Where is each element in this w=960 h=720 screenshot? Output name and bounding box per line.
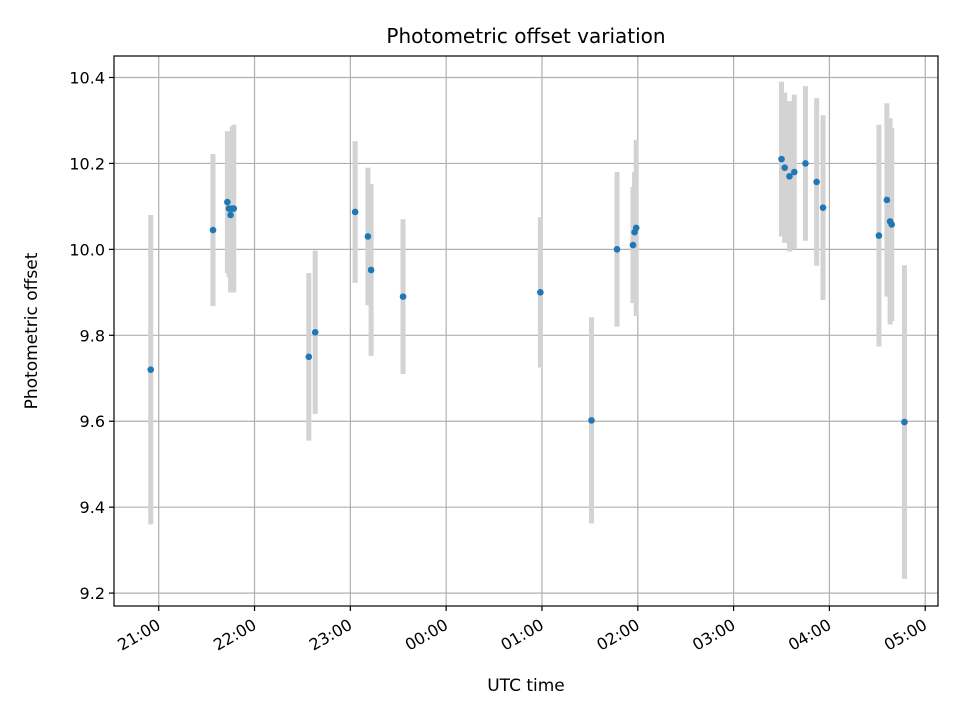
data-point — [778, 155, 785, 163]
data-point — [367, 266, 375, 274]
data-point — [227, 211, 234, 219]
data-point — [311, 328, 319, 336]
y-ticks: 9.2 9.4 9.6 9.8 10.0 10.2 10.4 — [69, 68, 114, 603]
chart-title: Photometric offset variation — [386, 24, 665, 48]
data-point — [901, 418, 908, 426]
y-tick-label: 9.2 — [80, 584, 105, 603]
data-point — [629, 241, 637, 249]
data-point — [802, 160, 809, 167]
y-tick-label: 9.6 — [80, 412, 105, 431]
y-tick-label: 9.8 — [80, 326, 105, 345]
y-tick-label: 9.4 — [80, 498, 105, 517]
data-point — [399, 293, 407, 300]
data-point — [819, 204, 827, 211]
data-point — [883, 196, 891, 204]
data-point — [209, 226, 217, 234]
data-point — [813, 178, 820, 186]
data-point — [781, 164, 788, 172]
data-point — [305, 353, 313, 361]
data-point — [588, 417, 595, 424]
y-tick-label: 10.0 — [69, 240, 105, 259]
data-point — [537, 289, 544, 296]
y-tick-label: 10.2 — [69, 154, 105, 173]
y-tick-label: 10.4 — [69, 68, 105, 87]
data-point — [786, 173, 793, 180]
data-point — [364, 233, 372, 240]
points — [147, 155, 908, 426]
data-point — [351, 208, 359, 216]
data-point — [230, 205, 238, 212]
data-point — [224, 198, 231, 206]
data-point — [888, 221, 895, 228]
data-point — [147, 366, 155, 373]
grid — [114, 56, 938, 606]
data-point — [632, 224, 640, 232]
y-axis-label: Photometric offset — [22, 252, 42, 409]
x-axis-label: UTC time — [487, 676, 565, 696]
data-point — [613, 246, 621, 253]
data-point — [790, 168, 798, 176]
axes-frame — [113, 55, 939, 607]
data-point — [875, 232, 883, 239]
